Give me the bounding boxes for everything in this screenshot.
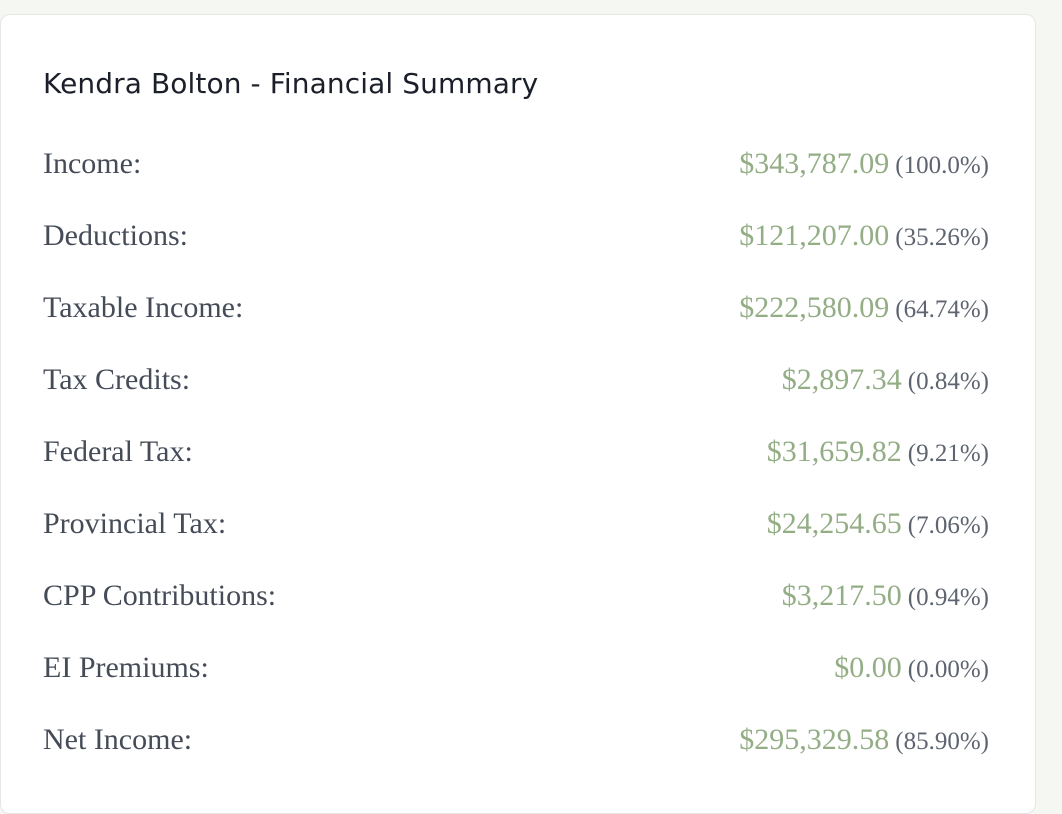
row-percent: (0.84%) <box>907 368 989 395</box>
row-amount: $3,217.50 <box>781 579 902 612</box>
row-percent: (35.26%) <box>895 224 989 251</box>
row-value: $343,787.09 (100.0%) <box>739 147 989 181</box>
card-title: Kendra Bolton - Financial Summary <box>43 67 539 100</box>
row-label: Taxable Income: <box>43 291 244 324</box>
summary-row-federal-tax: Federal Tax: $31,659.82 (9.21%) <box>43 421 989 493</box>
row-label: Deductions: <box>43 219 188 252</box>
row-amount: $222,580.09 <box>739 291 890 324</box>
summary-row-net-income: Net Income: $295,329.58 (85.90%) <box>43 709 989 781</box>
row-percent: (0.94%) <box>907 584 989 611</box>
summary-row-tax-credits: Tax Credits: $2,897.34 (0.84%) <box>43 349 989 421</box>
row-percent: (85.90%) <box>895 728 989 755</box>
financial-summary-card: Kendra Bolton - Financial Summary Income… <box>0 14 1036 814</box>
summary-row-ei-premiums: EI Premiums: $0.00 (0.00%) <box>43 637 989 709</box>
summary-row-cpp-contributions: CPP Contributions: $3,217.50 (0.94%) <box>43 565 989 637</box>
row-value: $0.00 (0.00%) <box>834 651 989 685</box>
row-label: Income: <box>43 147 142 180</box>
row-amount: $24,254.65 <box>766 507 902 540</box>
row-amount: $343,787.09 <box>739 147 890 180</box>
summary-row-income: Income: $343,787.09 (100.0%) <box>43 133 989 205</box>
row-value: $3,217.50 (0.94%) <box>782 579 989 613</box>
row-amount: $31,659.82 <box>766 435 902 468</box>
row-value: $222,580.09 (64.74%) <box>739 291 989 325</box>
row-percent: (0.00%) <box>907 656 989 683</box>
summary-row-taxable-income: Taxable Income: $222,580.09 (64.74%) <box>43 277 989 349</box>
row-label: Federal Tax: <box>43 435 193 468</box>
row-value: $2,897.34 (0.84%) <box>782 363 989 397</box>
row-value: $121,207.00 (35.26%) <box>739 219 989 253</box>
row-amount: $0.00 <box>834 651 902 684</box>
row-label: CPP Contributions: <box>43 579 277 612</box>
row-amount: $2,897.34 <box>781 363 902 396</box>
summary-row-deductions: Deductions: $121,207.00 (35.26%) <box>43 205 989 277</box>
row-label: EI Premiums: <box>43 651 209 684</box>
row-amount: $121,207.00 <box>739 219 890 252</box>
row-value: $24,254.65 (7.06%) <box>767 507 989 541</box>
row-percent: (100.0%) <box>895 152 989 179</box>
row-percent: (7.06%) <box>907 512 989 539</box>
summary-row-provincial-tax: Provincial Tax: $24,254.65 (7.06%) <box>43 493 989 565</box>
row-label: Tax Credits: <box>43 363 191 396</box>
row-value: $295,329.58 (85.90%) <box>739 723 989 757</box>
row-value: $31,659.82 (9.21%) <box>767 435 989 469</box>
row-percent: (9.21%) <box>907 440 989 467</box>
row-label: Net Income: <box>43 723 193 756</box>
row-label: Provincial Tax: <box>43 507 227 540</box>
row-amount: $295,329.58 <box>739 723 890 756</box>
row-percent: (64.74%) <box>895 296 989 323</box>
summary-rows: Income: $343,787.09 (100.0%) Deductions: … <box>43 133 989 781</box>
